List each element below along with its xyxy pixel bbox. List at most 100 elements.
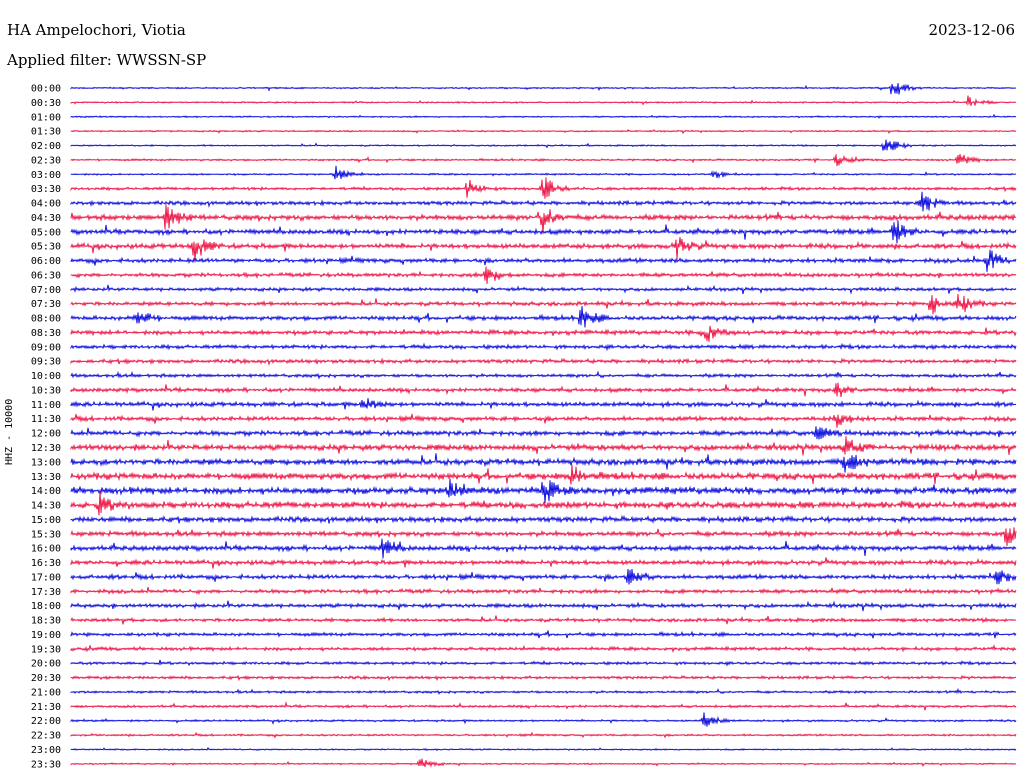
seismic-trace-0430 (70, 204, 1017, 235)
row-time-label: 23:00 (31, 745, 61, 756)
row-time-label: 06:30 (31, 270, 61, 281)
seismic-trace-1430 (70, 490, 1017, 516)
seismic-trace-1830 (70, 615, 1017, 625)
seismic-trace-0600 (70, 249, 1017, 272)
row-time-label: 17:00 (31, 572, 61, 583)
row-time-label: 00:00 (31, 84, 61, 95)
seismic-trace-0700 (70, 284, 1017, 295)
seismic-trace-0630 (70, 266, 1017, 285)
seismic-trace-0300 (70, 165, 1017, 180)
seismic-trace-0200 (70, 139, 1017, 151)
row-time-label: 14:30 (31, 501, 61, 512)
seismic-trace-0330 (70, 177, 1017, 199)
row-time-label: 18:00 (31, 601, 61, 612)
seismic-trace-0100 (70, 113, 1017, 119)
seismic-trace-1930 (70, 644, 1017, 654)
row-time-label: 12:30 (31, 443, 61, 454)
row-time-label: 17:30 (31, 587, 61, 598)
row-time-label: 16:30 (31, 558, 61, 569)
row-time-label: 20:30 (31, 673, 61, 684)
row-time-label: 02:30 (31, 155, 61, 166)
seismic-trace-1230 (70, 436, 1017, 456)
seismic-trace-1000 (70, 370, 1017, 380)
row-time-label: 13:30 (31, 472, 61, 483)
row-time-label: 08:00 (31, 314, 61, 325)
seismic-trace-1330 (70, 464, 1017, 485)
row-time-label: 23:30 (31, 759, 61, 770)
seismic-trace-2300 (70, 746, 1017, 752)
seismic-trace-2000 (70, 659, 1017, 667)
station-title: HA Ampelochori, Viotia (7, 21, 186, 39)
row-time-label: 21:30 (31, 702, 61, 713)
seismic-trace-0800 (70, 306, 1017, 328)
row-time-label: 12:00 (31, 429, 61, 440)
seismic-trace-1900 (70, 630, 1017, 639)
row-time-label: 10:00 (31, 371, 61, 382)
seismic-trace-0830 (70, 325, 1017, 342)
row-time-label: 05:30 (31, 242, 61, 253)
seismic-trace-1400 (70, 478, 1017, 504)
seismic-trace-1600 (70, 538, 1017, 559)
row-time-label: 11:00 (31, 400, 61, 411)
row-time-label: 09:30 (31, 357, 61, 368)
row-time-label: 11:30 (31, 414, 61, 425)
row-time-label: 03:30 (31, 184, 61, 195)
row-time-label: 07:30 (31, 299, 61, 310)
row-time-label: 20:00 (31, 659, 61, 670)
seismic-trace-1200 (70, 426, 1017, 440)
seismic-trace-1500 (70, 514, 1017, 525)
row-time-label: 04:00 (31, 199, 61, 210)
seismic-trace-2030 (70, 674, 1017, 682)
seismic-trace-2100 (70, 687, 1017, 696)
seismic-trace-2200 (70, 712, 1017, 727)
seismic-trace-1630 (70, 557, 1017, 569)
row-time-label: 01:00 (31, 112, 61, 123)
row-time-label: 19:00 (31, 630, 61, 641)
row-time-label: 07:00 (31, 285, 61, 296)
seismic-trace-2330 (70, 758, 1017, 768)
row-time-label: 04:30 (31, 213, 61, 224)
seismic-trace-2130 (70, 700, 1017, 711)
seismic-trace-0530 (70, 237, 1017, 263)
row-time-label: 05:00 (31, 227, 61, 238)
seismic-trace-0000 (70, 82, 1017, 95)
seismic-trace-1730 (70, 586, 1017, 596)
row-time-label: 14:00 (31, 486, 61, 497)
seismic-trace-1300 (70, 453, 1017, 473)
row-time-label: 09:00 (31, 342, 61, 353)
row-time-label: 21:00 (31, 687, 61, 698)
seismic-trace-1100 (70, 398, 1017, 411)
seismic-trace-0230 (70, 153, 1017, 167)
row-time-label: 16:00 (31, 544, 61, 555)
row-time-label: 15:00 (31, 515, 61, 526)
seismic-trace-0730 (70, 293, 1017, 315)
seismic-trace-0900 (70, 342, 1017, 352)
seismic-trace-1700 (70, 568, 1017, 585)
seismic-trace-0930 (70, 357, 1017, 367)
row-time-label: 06:00 (31, 256, 61, 267)
row-time-label: 02:00 (31, 141, 61, 152)
seismic-trace-0030 (70, 95, 1017, 107)
row-time-label: 10:30 (31, 385, 61, 396)
seismic-trace-1530 (70, 527, 1017, 547)
row-time-label: 08:30 (31, 328, 61, 339)
seismic-trace-2230 (70, 731, 1017, 739)
filter-label: Applied filter: WWSSN-SP (7, 51, 207, 69)
seismic-trace-1130 (70, 413, 1017, 428)
row-time-label: 22:30 (31, 731, 61, 742)
seismic-trace-0130 (70, 129, 1017, 135)
row-time-label: 03:00 (31, 170, 61, 181)
row-time-label: 19:30 (31, 644, 61, 655)
date-label: 2023-12-06 (928, 21, 1015, 39)
seismic-trace-0400 (70, 191, 1017, 212)
row-time-label: 18:30 (31, 616, 61, 627)
row-time-label: 13:00 (31, 457, 61, 468)
seismic-trace-1030 (70, 382, 1017, 397)
seismic-trace-1800 (70, 600, 1017, 612)
row-time-label: 01:30 (31, 127, 61, 138)
row-time-label: 00:30 (31, 98, 61, 109)
row-time-label: 15:30 (31, 529, 61, 540)
row-time-label: 22:00 (31, 716, 61, 727)
seismic-trace-0500 (70, 220, 1017, 244)
